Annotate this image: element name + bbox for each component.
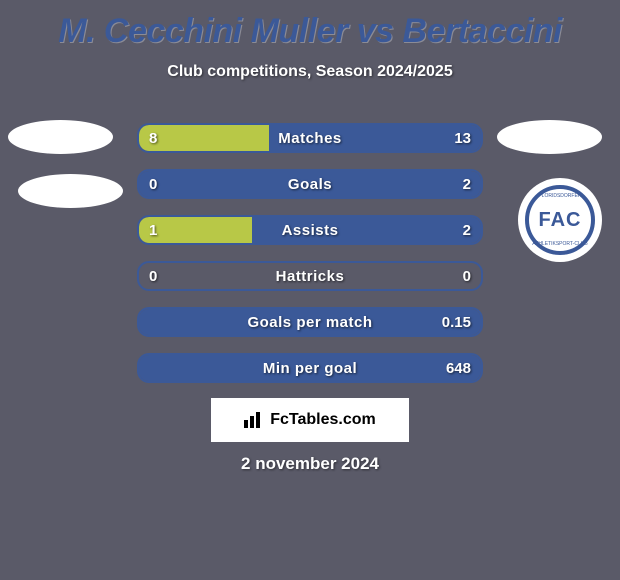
stat-value-left: 1 — [149, 217, 157, 243]
brand-text: FcTables.com — [270, 411, 376, 429]
player-left-club-avatar — [18, 174, 123, 208]
player-left-avatar — [8, 120, 113, 154]
subtitle: Club competitions, Season 2024/2025 — [0, 63, 620, 81]
stat-label: Goals — [139, 171, 481, 197]
stat-label: Matches — [139, 125, 481, 151]
stat-label: Assists — [139, 217, 481, 243]
page-title: M. Cecchini Muller vs Bertaccini — [0, 0, 620, 51]
stat-label: Min per goal — [139, 355, 481, 381]
player-right-avatar — [497, 120, 602, 154]
club-text-bottom: ATHLETIKSPORT-CLUB — [532, 241, 587, 247]
club-text-main: FAC — [539, 209, 582, 232]
stat-value-right: 0 — [463, 263, 471, 289]
stat-row: Assists1 2 — [137, 215, 483, 245]
club-text-top: FLORIDSDORFER — [539, 193, 582, 199]
stat-value-left: 0 — [149, 263, 157, 289]
stat-value-left: 8 — [149, 125, 157, 151]
stat-value-right: 2 — [463, 171, 471, 197]
stat-row: Min per goal648 — [137, 353, 483, 383]
chart-icon — [244, 412, 264, 428]
brand-box[interactable]: FcTables.com — [211, 398, 409, 442]
club-badge-inner: FLORIDSDORFER FAC ATHLETIKSPORT-CLUB — [525, 185, 595, 255]
stat-row: Goals0 2 — [137, 169, 483, 199]
stat-row: Hattricks0 0 — [137, 261, 483, 291]
stats-container: Matches813Goals02Assists12Hattricks00Goa… — [137, 123, 483, 399]
stat-value-right: 2 — [463, 217, 471, 243]
stat-value-right: 0.15 — [442, 309, 471, 335]
stat-value-right: 13 — [454, 125, 471, 151]
stat-label: Hattricks — [139, 263, 481, 289]
stat-value-right: 648 — [446, 355, 471, 381]
stat-row: Matches8 13 — [137, 123, 483, 153]
club-badge: FLORIDSDORFER FAC ATHLETIKSPORT-CLUB — [518, 178, 602, 262]
date-text: 2 november 2024 — [0, 454, 620, 474]
stat-label: Goals per match — [139, 309, 481, 335]
stat-value-left: 0 — [149, 171, 157, 197]
stat-row: Goals per match0.15 — [137, 307, 483, 337]
